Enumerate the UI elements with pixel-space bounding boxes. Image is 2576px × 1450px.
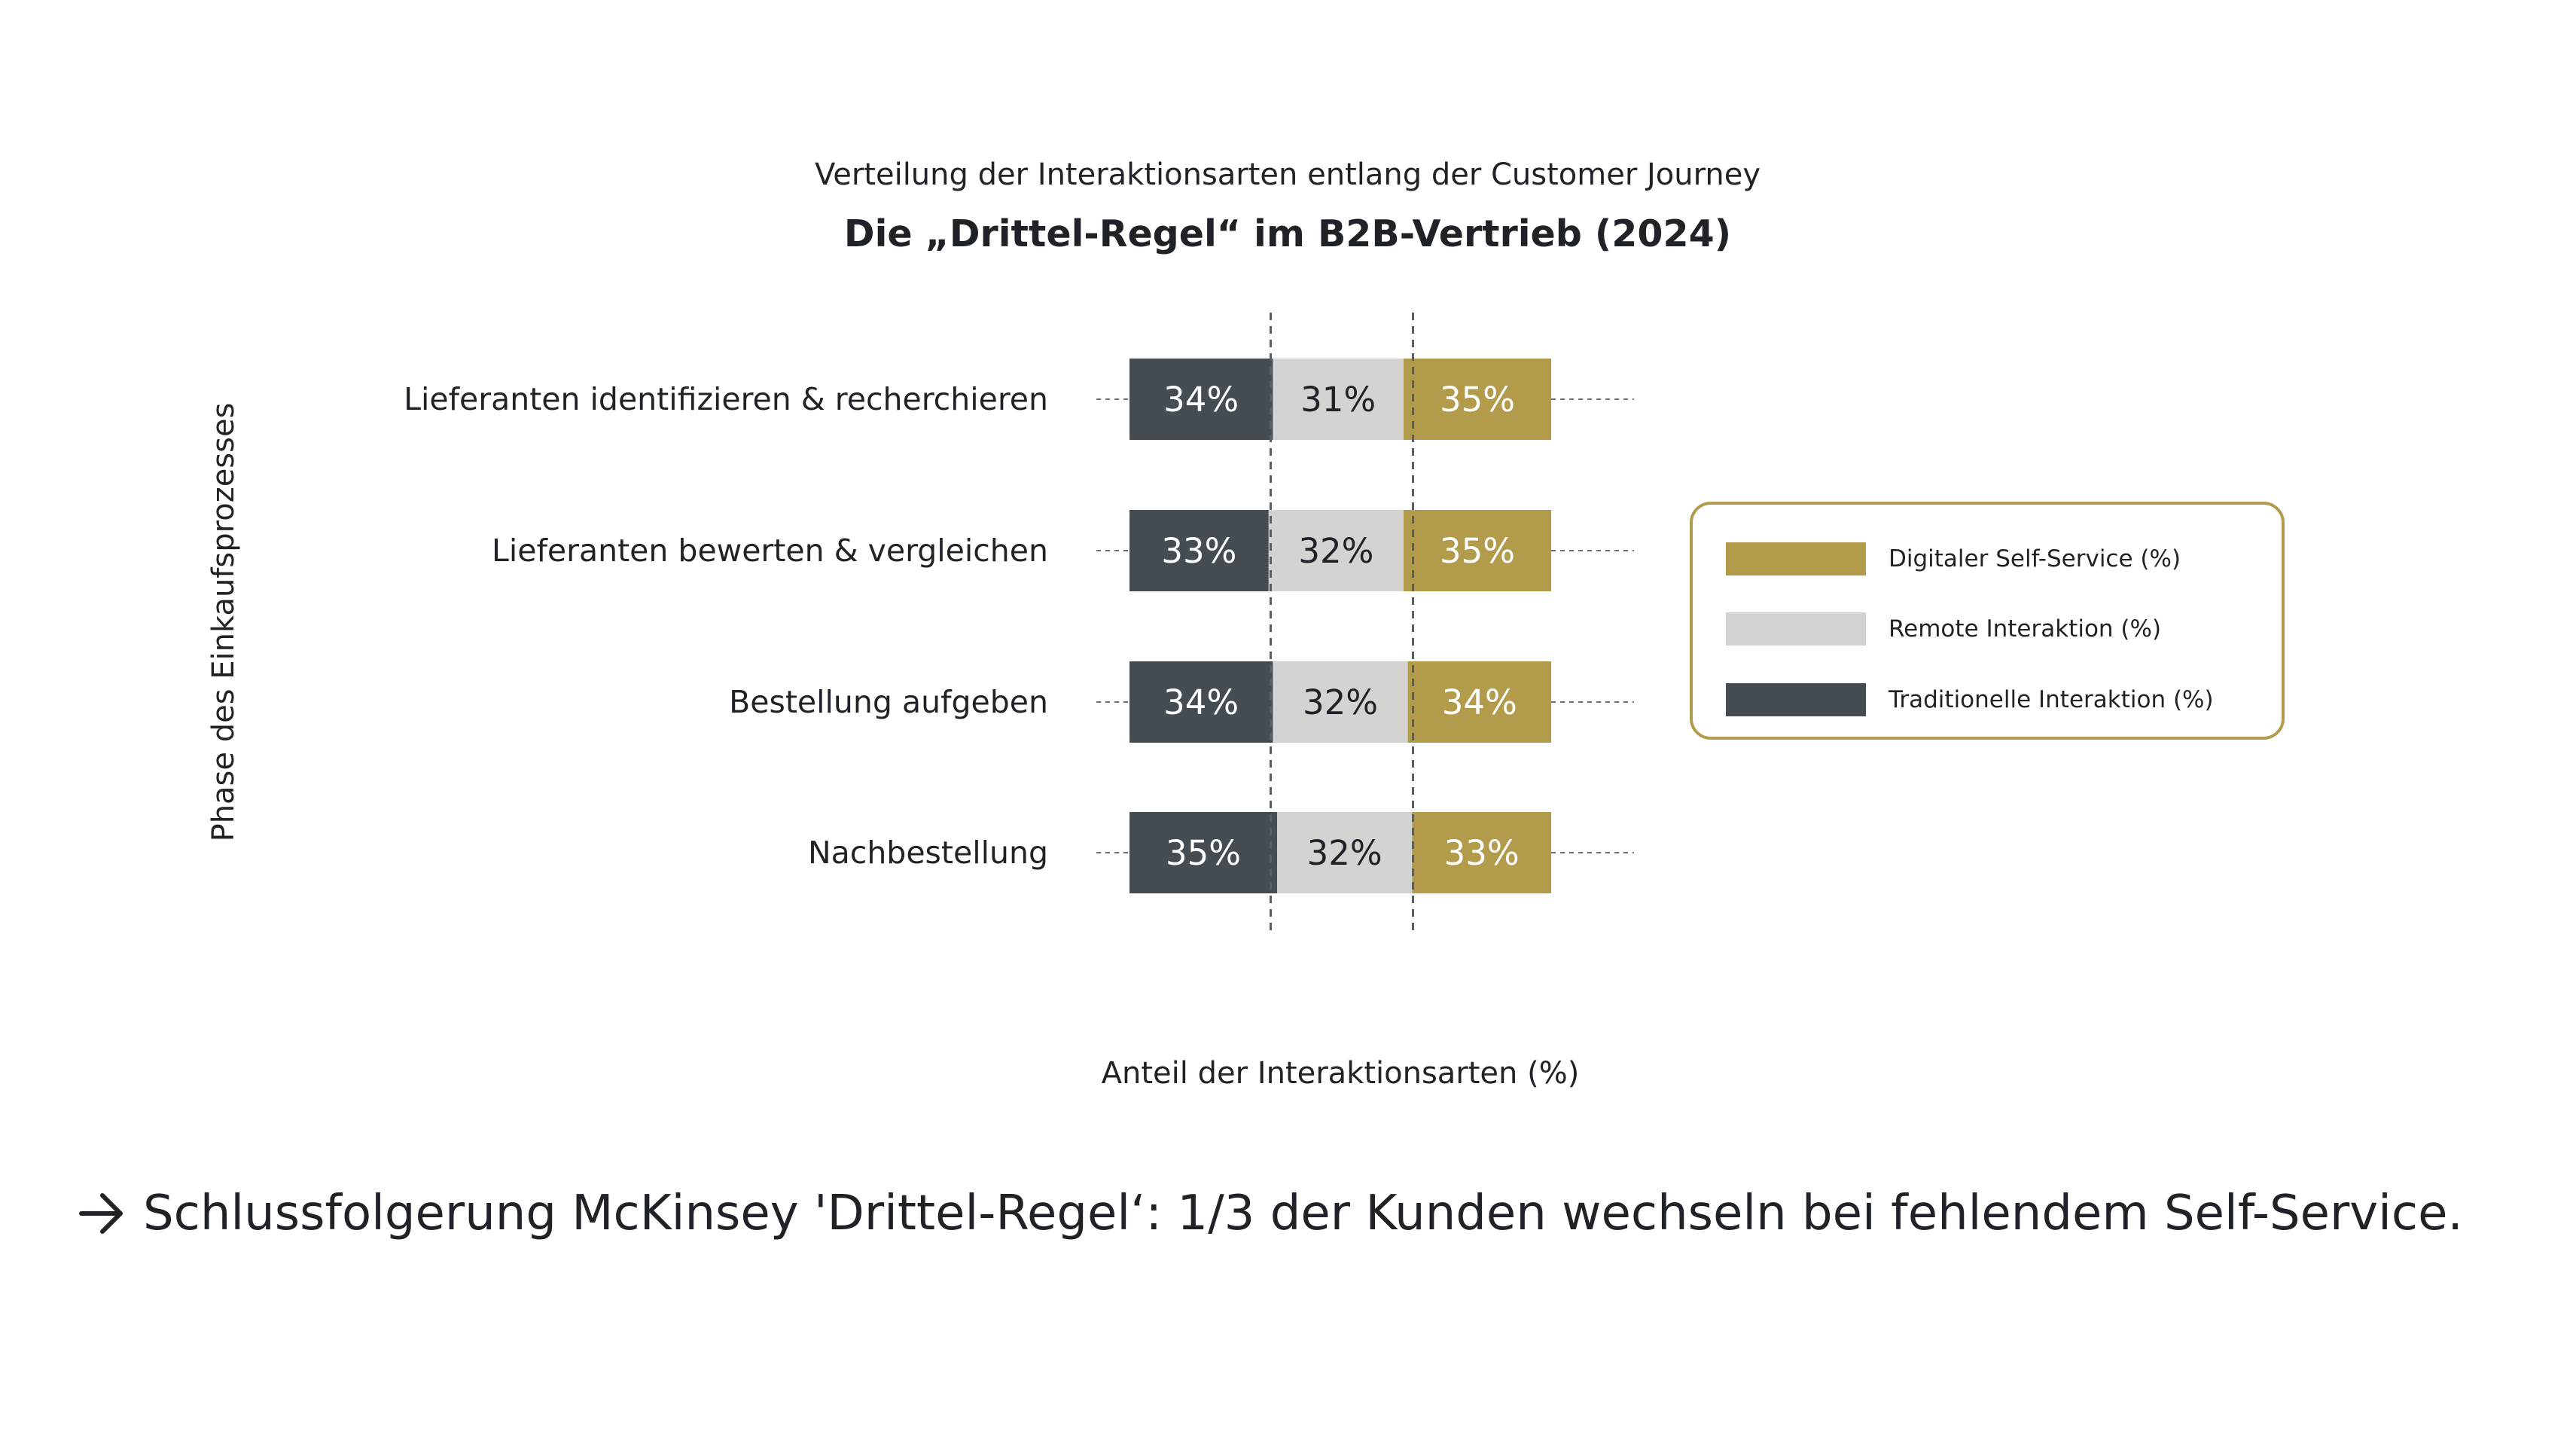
bar-segment: [1277, 812, 1413, 893]
bars-group: Lieferanten identifizieren & recherchier…: [404, 313, 1634, 934]
conclusion: Schlussfolgerung McKinsey 'Drittel-Regel…: [78, 1186, 2463, 1241]
data-label: 33%: [1161, 531, 1236, 571]
legend: Digitaler Self-Service (%) Remote Intera…: [1690, 502, 2285, 740]
bar-segment: [1412, 812, 1551, 893]
category-label: Bestellung aufgeben: [729, 684, 1048, 720]
bar-segment: [1129, 510, 1269, 591]
data-label: 35%: [1440, 531, 1515, 571]
category-label: Lieferanten identifizieren & recherchier…: [404, 381, 1048, 417]
category-label: Nachbestellung: [808, 835, 1048, 871]
x-axis-label: Anteil der Interaktionsarten (%): [1102, 1056, 1580, 1091]
bar-segment: [1273, 661, 1408, 743]
bar-segment: [1404, 359, 1551, 440]
conclusion-text: Schlussfolgerung McKinsey 'Drittel-Regel…: [143, 1186, 2463, 1241]
bar-segment: [1129, 812, 1277, 893]
legend-item-traditional: Traditionelle Interaktion (%): [1726, 683, 2214, 716]
data-label: 31%: [1300, 380, 1376, 420]
legend-swatch-remote: [1726, 612, 1866, 646]
bar-segment: [1129, 661, 1273, 743]
y-axis-label: Phase des Einkaufsprozesses: [206, 403, 241, 842]
legend-swatch-digital: [1726, 542, 1866, 575]
data-label: 34%: [1163, 380, 1239, 420]
bar-segment: [1407, 661, 1551, 743]
bar-segment: [1404, 510, 1551, 591]
chart-subtitle: Verteilung der Interaktionsarten entlang…: [815, 157, 1761, 192]
data-label: 32%: [1307, 833, 1383, 873]
data-label: 35%: [1166, 833, 1241, 873]
data-label: 33%: [1444, 833, 1520, 873]
data-label: 32%: [1303, 682, 1378, 722]
data-label: 34%: [1442, 682, 1517, 722]
category-label: Lieferanten bewerten & vergleichen: [492, 533, 1048, 569]
legend-swatch-traditional: [1726, 683, 1866, 716]
data-label: 32%: [1298, 531, 1373, 571]
data-label: 35%: [1440, 380, 1515, 420]
chart-title: Die „Drittel-Regel“ im B2B-Vertrieb (202…: [844, 212, 1731, 255]
legend-label-digital: Digitaler Self-Service (%): [1889, 545, 2181, 572]
legend-label-traditional: Traditionelle Interaktion (%): [1889, 686, 2214, 713]
legend-label-remote: Remote Interaktion (%): [1889, 615, 2162, 643]
bar-segment: [1268, 510, 1404, 591]
bar-segment: [1273, 359, 1404, 440]
data-label: 34%: [1163, 682, 1239, 722]
arrow-right-icon: [79, 1193, 123, 1234]
legend-item-remote: Remote Interaktion (%): [1726, 612, 2161, 646]
bar-segment: [1129, 359, 1273, 440]
legend-item-digital: Digitaler Self-Service (%): [1726, 542, 2181, 575]
